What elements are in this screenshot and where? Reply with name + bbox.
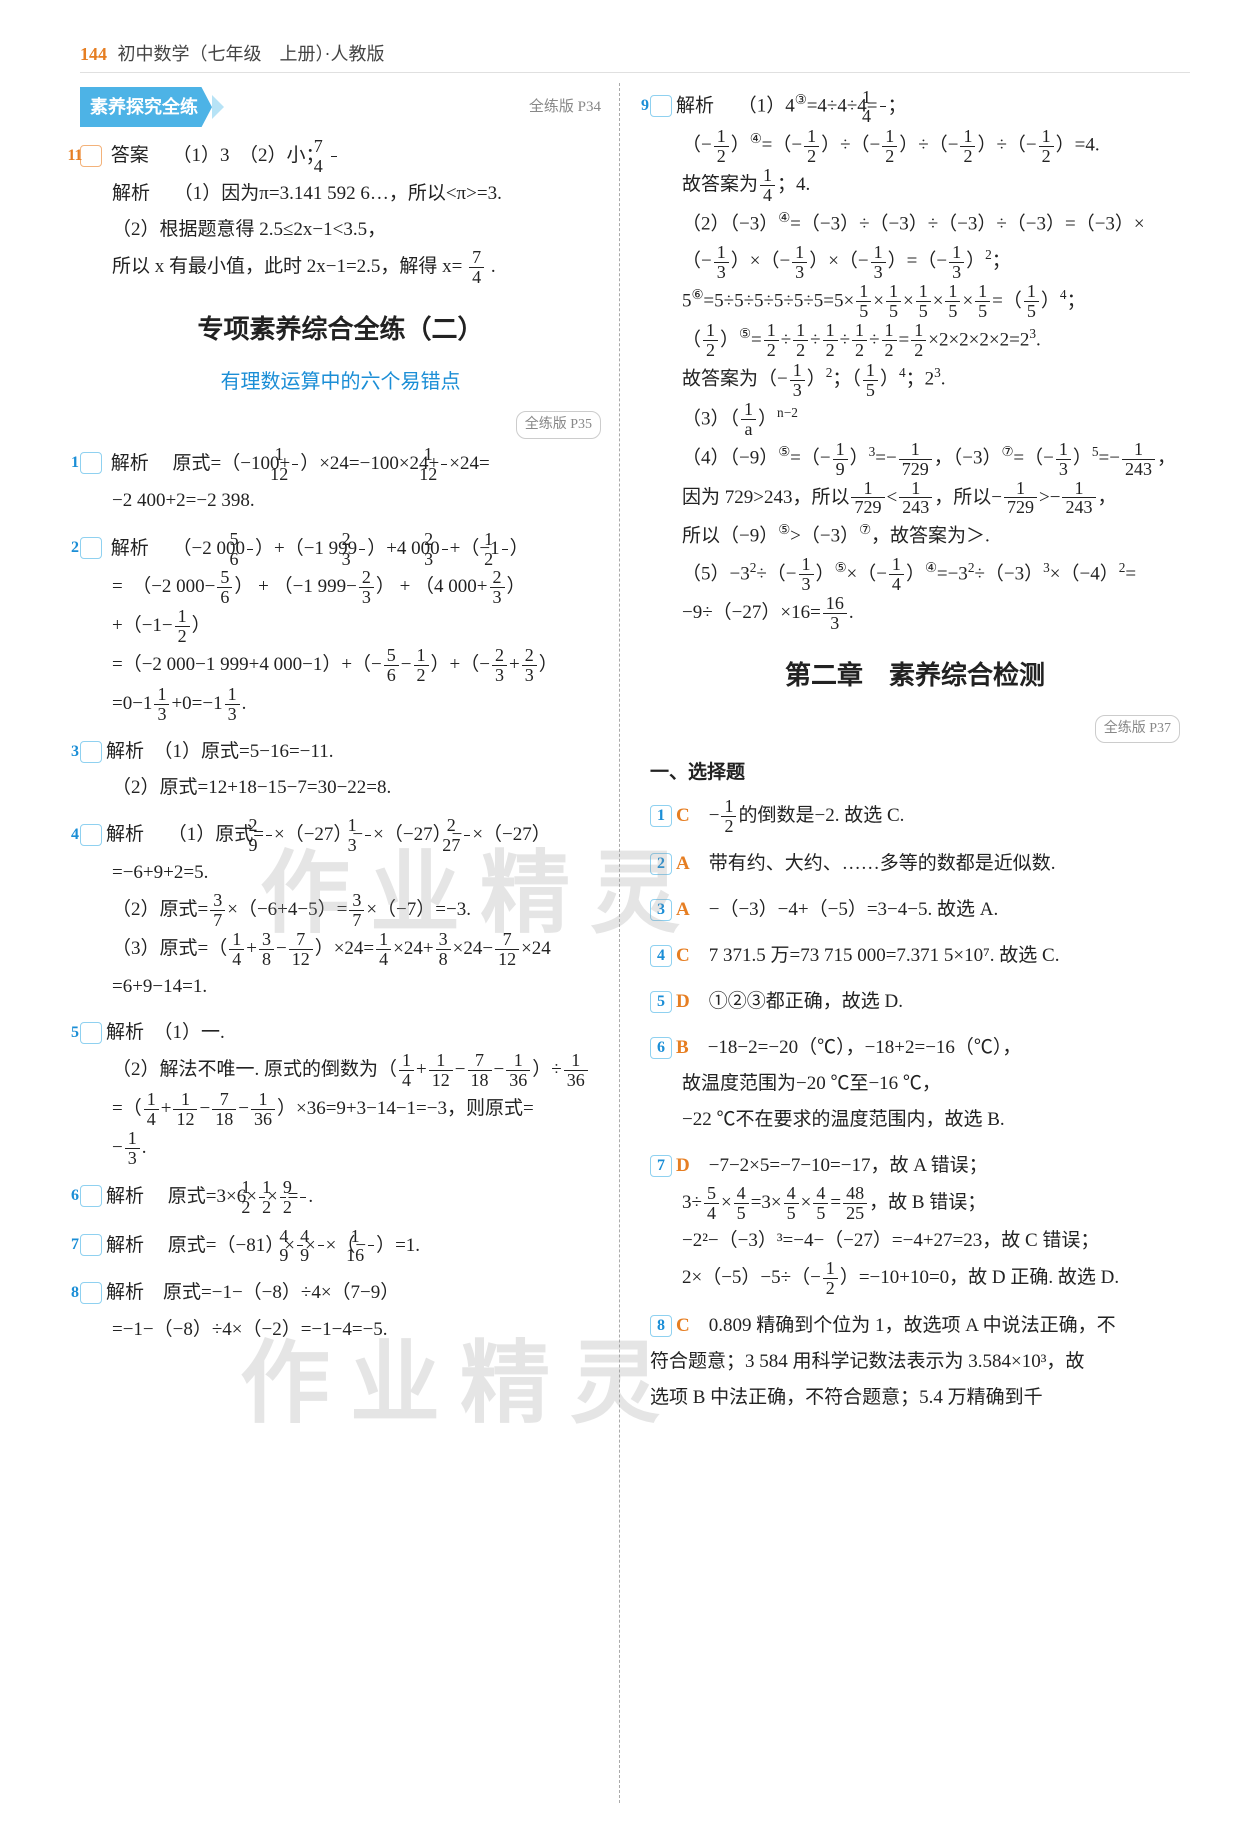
question-11: 11 答案 （1）3 （2）小； 74 解析 （1）因为π=3.141 592 …: [80, 137, 601, 287]
question-2: 2 解析 （−2 00056）+（−1 99923）+4 00023+（−112…: [80, 530, 601, 724]
right-column: 9解析 （1）4③=4÷4÷4=14； （−12）④=（−12）÷（−12）÷（…: [640, 83, 1180, 1803]
book-title: 初中数学（七年级 上册）·人教版: [118, 44, 385, 64]
page-header: 144 初中数学（七年级 上册）·人教版: [80, 40, 1190, 73]
question-9: 9解析 （1）4③=4÷4÷4=14； （−12）④=（−12）÷（−12）÷（…: [650, 87, 1180, 633]
question-1: 1 解析 原式=（−100+112）×24=−100×24+112×24= −2…: [80, 445, 601, 520]
chapter2-ref: 全练版 P37: [1095, 715, 1180, 744]
choice-4: 4C 7 371.5 万=73 715 000=7.371 5×10⁷. 故选 …: [650, 938, 1180, 974]
question-6: 6解析 原式=3×6×12×12=92.: [80, 1178, 601, 1217]
choice-5: 5D ①②③都正确，故选 D.: [650, 984, 1180, 1020]
question-7: 7解析 原式=（−81）×49×49×（−116）=1.: [80, 1227, 601, 1266]
choice-8: 8C 0.809 精确到个位为 1，故选项 A 中说法正确，不 符合题意；3 5…: [650, 1308, 1180, 1416]
question-4: 4解析 （1）原式=29×（−27）−13×（−27）−227×（−27） =−…: [80, 816, 601, 1005]
chapter-ref: 全练版 P35: [516, 411, 601, 440]
qnum-11: 11: [80, 145, 102, 167]
banner-arrow-icon: [212, 95, 230, 119]
banner-title: 素养探究全练: [80, 87, 212, 127]
question-3: 3解析 （1）原式=5−16=−11. （2）原式=12+18−15−7=30−…: [80, 734, 601, 806]
banner-ref: 全练版 P34: [529, 93, 601, 122]
left-column: 素养探究全练 全练版 P34 11 答案 （1）3 （2）小； 74 解析 （1…: [80, 83, 620, 1803]
chapter2-title: 第二章 素养综合检测: [650, 651, 1180, 700]
question-5: 5解析 （1）一. （2）解法不唯一. 原式的倒数为（14+112−718−13…: [80, 1015, 601, 1168]
choice-2: 2A 带有约、大约、……多等的数都是近似数.: [650, 846, 1180, 882]
page-number: 144: [80, 44, 107, 64]
choice-6: 6B −18−2=−20（℃），−18+2=−16（℃）， 故温度范围为−20 …: [650, 1030, 1180, 1138]
choice-1: 1C −12的倒数是−2. 故选 C.: [650, 797, 1180, 836]
chapter-title: 专项素养综合全练（二）: [80, 305, 601, 354]
chapter-subtitle: 有理数运算中的六个易错点: [80, 363, 601, 401]
answer-label: 答案: [111, 145, 149, 166]
choice-7: 7D −7−2×5=−7−10=−17，故 A 错误； 3÷54×45=3×45…: [650, 1148, 1180, 1298]
qnum-1: 1: [80, 452, 102, 474]
section-banner: 素养探究全练 全练版 P34: [80, 87, 601, 127]
question-8: 8解析 原式=−1−（−8）÷4×（7−9） =−1−（−8）÷4×（−2）=−…: [80, 1275, 601, 1347]
section-a-heading: 一、选择题: [650, 755, 1180, 791]
choice-3: 3A −（−3）−4+（−5）=3−4−5. 故选 A.: [650, 892, 1180, 928]
